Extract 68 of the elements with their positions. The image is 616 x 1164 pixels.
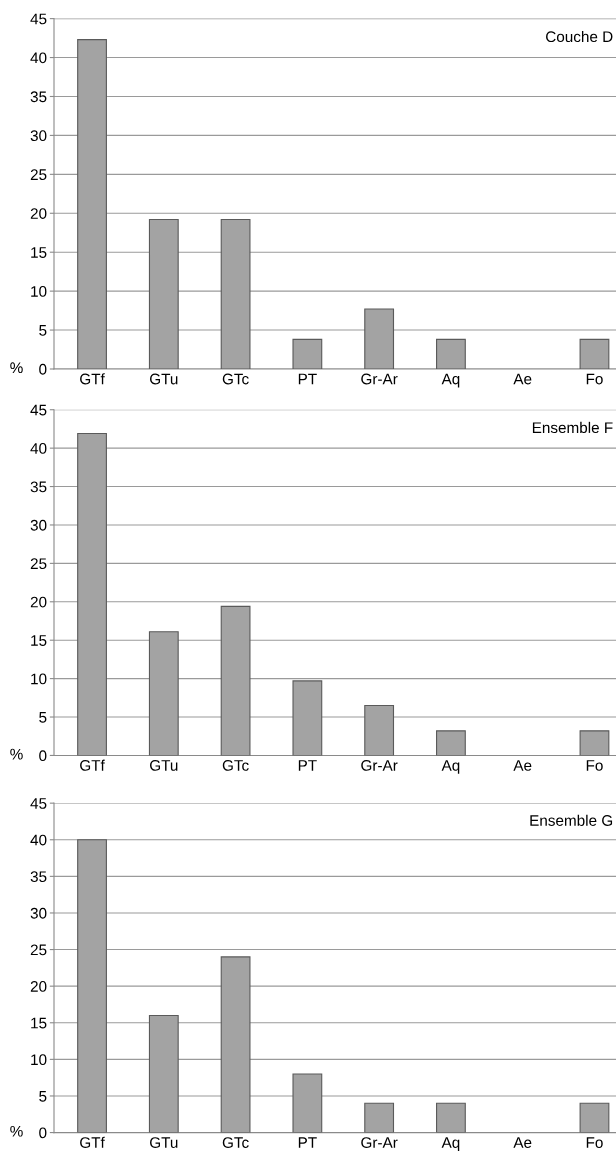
y-tick-label: 25	[30, 558, 47, 570]
y-tick-label: 35	[30, 91, 47, 103]
x-tick-label: Fo	[586, 373, 603, 385]
bar	[579, 730, 610, 756]
y-tick-label: 5	[39, 325, 47, 336]
y-tick-label: 30	[30, 907, 47, 919]
y-tick-label: 10	[31, 286, 47, 297]
y-tick-label: 15	[31, 1017, 47, 1029]
x-tick-label: PT	[298, 373, 317, 385]
x-tick-label: Aq	[441, 760, 460, 774]
bar	[436, 1102, 466, 1133]
y-tick-label: 0	[39, 1127, 47, 1139]
text: Ensemble F	[532, 421, 613, 434]
y-tick-label: 35	[30, 481, 47, 493]
x-tick-label: Aq	[441, 373, 460, 388]
y-tick-label: 35	[30, 871, 47, 883]
y-tick-label: 10	[31, 673, 47, 685]
y-tick-label: 20	[30, 208, 47, 219]
y-axis-title: %	[10, 362, 23, 374]
x-tick-label: Gr-Ar	[361, 1137, 398, 1148]
y-tick-label: 25	[30, 944, 47, 956]
x-tick-label: Ae	[513, 760, 532, 771]
y-axis-title: %	[10, 1125, 23, 1137]
y-tick-label: 10	[31, 1054, 47, 1066]
y-tick-label: 20	[30, 981, 47, 992]
bar	[436, 730, 466, 756]
x-tick-label: Fo	[586, 1137, 603, 1148]
x-tick-label: GTf	[80, 373, 105, 385]
y-axis-title: %	[10, 748, 23, 760]
text: Couche D	[546, 30, 613, 43]
x-tick-label: Gr-Ar	[361, 760, 398, 771]
x-tick-label: PT	[298, 1137, 317, 1148]
bar	[579, 1102, 610, 1133]
y-tick-label: 40	[30, 834, 47, 846]
y-tick-label: 40	[30, 443, 47, 454]
y-tick-label: 5	[39, 712, 47, 723]
bar	[364, 1102, 395, 1133]
text: Ensemble G	[530, 814, 613, 826]
y-tick-label: 30	[30, 130, 47, 142]
x-tick-label: PT	[298, 760, 317, 771]
x-tick-label: Ae	[513, 1137, 532, 1148]
y-tick-label: 45	[30, 13, 47, 25]
bar	[579, 338, 610, 369]
y-tick-label: 45	[30, 404, 47, 416]
x-tick-label: GTc	[222, 373, 249, 385]
x-tick-label: GTu	[150, 760, 178, 771]
x-tick-label: GTf	[80, 1136, 105, 1148]
x-tick-label: GTc	[222, 760, 249, 771]
bar	[292, 338, 323, 369]
y-tick-label: 5	[39, 1091, 47, 1102]
x-tick-label: Ae	[513, 373, 532, 385]
x-tick-label: Aq	[441, 1137, 460, 1151]
x-tick-label: GTu	[150, 1137, 178, 1148]
x-tick-label: GTf	[80, 759, 105, 771]
y-tick-label: 30	[30, 519, 47, 531]
y-tick-label: 15	[31, 247, 47, 258]
y-tick-label: 45	[30, 798, 47, 809]
y-tick-label: 20	[30, 596, 47, 608]
y-tick-label: 40	[30, 52, 47, 64]
x-tick-label: Fo	[586, 760, 603, 771]
bar	[436, 338, 466, 369]
y-tick-label: 25	[30, 169, 47, 181]
y-tick-label: 0	[39, 363, 47, 375]
y-tick-label: 0	[39, 750, 47, 762]
x-tick-label: GTu	[150, 373, 178, 385]
y-tick-label: 15	[31, 635, 47, 646]
x-tick-label: GTc	[222, 1137, 249, 1148]
x-tick-label: Gr-Ar	[361, 373, 398, 385]
